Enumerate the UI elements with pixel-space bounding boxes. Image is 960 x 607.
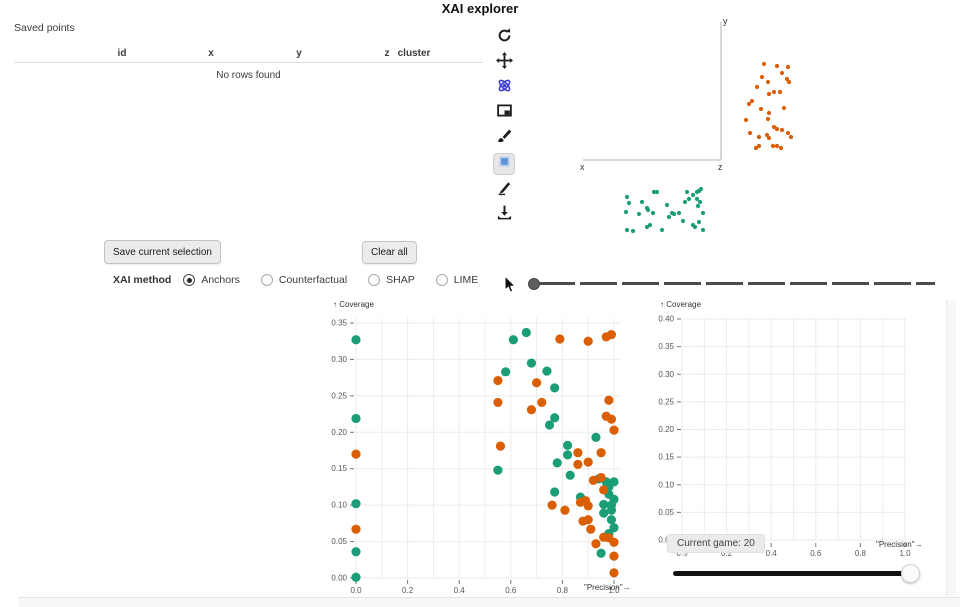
reset-icon	[496, 27, 513, 49]
save-tool-button[interactable]	[494, 205, 514, 225]
timeline-slider[interactable]	[528, 277, 940, 290]
radio-selected-dot	[186, 277, 192, 283]
svg-text:"Precision"→: "Precision"→	[876, 540, 923, 549]
svg-text:0.15: 0.15	[658, 453, 674, 462]
radio-option-label: Counterfactual	[278, 274, 348, 286]
radio-option-label: Anchors	[201, 274, 240, 286]
svg-text:0.25: 0.25	[658, 397, 674, 406]
svg-text:0.2: 0.2	[721, 549, 733, 558]
radio-icon[interactable]	[368, 274, 381, 286]
orbit-icon	[496, 77, 513, 99]
save-icon	[496, 204, 513, 226]
svg-text:1.0: 1.0	[899, 549, 911, 558]
column-header-cluster: cluster	[397, 48, 431, 59]
pan-icon	[495, 52, 513, 74]
save-current-selection-button[interactable]: Save current selection	[104, 240, 221, 264]
svg-text:0.30: 0.30	[658, 370, 674, 379]
radio-icon[interactable]	[260, 274, 273, 286]
svg-text:0.0: 0.0	[350, 586, 362, 595]
game-slider-handle[interactable]	[901, 564, 920, 583]
radio-option-label: SHAP	[386, 274, 415, 286]
brush-select-icon	[496, 127, 513, 149]
timeline-slider-handle[interactable]	[528, 278, 540, 290]
svg-text:0.6: 0.6	[810, 549, 822, 558]
pan-tool-button[interactable]	[494, 52, 514, 74]
xai-method-option-anchors[interactable]: Anchors	[183, 274, 240, 286]
xai-method-option-lime[interactable]: LIME	[435, 274, 479, 286]
svg-text:0.40: 0.40	[658, 315, 674, 324]
pen-icon	[496, 179, 513, 201]
pen-tool-button[interactable]	[494, 180, 514, 200]
scatter-3d-projection[interactable]: y x z	[540, 8, 960, 253]
current-game-tooltip: Current game: 20	[667, 534, 765, 557]
radio-icon[interactable]	[183, 274, 196, 286]
page-title: XAI explorer	[441, 1, 519, 16]
saved-points-table-header: id x y z cluster	[14, 48, 483, 63]
svg-text:0.4: 0.4	[766, 549, 778, 558]
svg-text:0.00: 0.00	[658, 536, 674, 545]
brush-select-tool-button[interactable]	[494, 128, 514, 148]
box-zoom-tool-button[interactable]	[494, 103, 514, 123]
svg-text:0.20: 0.20	[658, 425, 674, 434]
saved-points-label: Saved points	[14, 22, 75, 34]
box-zoom-icon	[496, 102, 513, 124]
svg-text:0.8: 0.8	[557, 586, 569, 595]
table-empty-message: No rows found	[216, 70, 281, 81]
horizontal-scrollbar[interactable]	[18, 597, 960, 607]
radio-icon[interactable]	[435, 274, 448, 286]
svg-text:0.8: 0.8	[855, 549, 867, 558]
column-header-x: x	[208, 48, 214, 59]
column-header-id: id	[117, 48, 127, 59]
svg-text:0.15: 0.15	[331, 464, 347, 473]
coverage-precision-chart-left[interactable]: 0.00 0.05 0.10 0.15 0.20 0.25 0.30 0.35 0.0 0.2 0.…	[325, 300, 637, 600]
xai-method-option-counterfactual[interactable]: Counterfactual	[260, 274, 348, 286]
svg-text:0.25: 0.25	[331, 391, 347, 400]
svg-text:"Precision"→: "Precision"→	[584, 583, 631, 592]
coverage-precision-chart-right[interactable]: 0.000.050.100.150.200.250.300.350.400.00…	[655, 300, 945, 590]
svg-text:0.05: 0.05	[331, 537, 347, 546]
xai-method-label: XAI method	[113, 274, 172, 286]
svg-text:0.35: 0.35	[658, 342, 674, 351]
svg-text:0.30: 0.30	[331, 355, 347, 364]
svg-text:x: x	[580, 162, 585, 172]
box-select-icon	[497, 154, 512, 174]
clear-all-button[interactable]: Clear all	[362, 241, 417, 264]
orbit-tool-button[interactable]	[494, 78, 514, 98]
svg-text:y: y	[723, 16, 728, 26]
svg-text:1.0: 1.0	[608, 586, 620, 595]
svg-text:0.4: 0.4	[454, 586, 466, 595]
xai-method-group: XAI method Anchors Counterfactual SHAP LIME	[113, 273, 499, 287]
svg-text:↑ Coverage: ↑ Coverage	[660, 300, 701, 309]
mouse-cursor-icon	[504, 275, 517, 293]
svg-text:0.05: 0.05	[658, 508, 674, 517]
svg-text:z: z	[718, 162, 723, 172]
game-slider-track[interactable]	[673, 571, 915, 576]
column-header-y: y	[296, 48, 302, 59]
vertical-scrollbar[interactable]	[946, 300, 956, 596]
svg-text:0.20: 0.20	[331, 428, 347, 437]
svg-text:↑ Coverage: ↑ Coverage	[333, 300, 374, 309]
svg-text:0.35: 0.35	[331, 319, 347, 328]
plot-toolbar	[492, 28, 516, 225]
box-select-tool-button[interactable]	[493, 153, 515, 175]
radio-option-label: LIME	[453, 274, 479, 286]
svg-text:0.6: 0.6	[505, 586, 517, 595]
svg-text:0.10: 0.10	[658, 480, 674, 489]
svg-text:0.00: 0.00	[331, 574, 347, 583]
svg-text:0.10: 0.10	[331, 501, 347, 510]
column-header-z: z	[384, 48, 390, 59]
svg-text:0.2: 0.2	[402, 586, 414, 595]
reset-tool-button[interactable]	[494, 28, 514, 48]
xai-method-option-shap[interactable]: SHAP	[368, 274, 415, 286]
timeline-slider-track[interactable]	[538, 281, 935, 285]
